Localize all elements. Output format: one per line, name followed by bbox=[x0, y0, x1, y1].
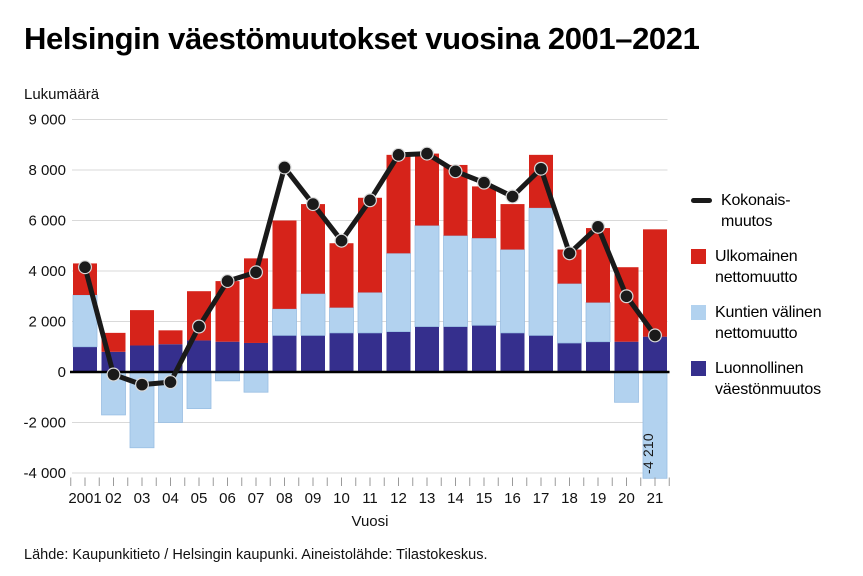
svg-text:20: 20 bbox=[618, 490, 635, 507]
svg-text:9 000: 9 000 bbox=[28, 112, 66, 129]
lightblue-square-swatch-icon bbox=[691, 305, 706, 320]
svg-text:8 000: 8 000 bbox=[28, 162, 66, 179]
svg-text:11: 11 bbox=[362, 490, 378, 507]
legend-item-kuntien-valinen-nettomuutto: Kuntien välinen nettomuutto bbox=[691, 302, 859, 344]
svg-text:17: 17 bbox=[533, 490, 550, 507]
legend-label-line1: Kokonais- bbox=[721, 192, 791, 209]
svg-text:03: 03 bbox=[134, 490, 151, 507]
legend-label-line2: nettomuutto bbox=[715, 269, 798, 286]
source-note: Lähde: Kaupunkitieto / Helsingin kaupunk… bbox=[24, 547, 488, 563]
svg-text:4 000: 4 000 bbox=[28, 263, 66, 280]
legend-item-ulkomainen-nettomuutto: Ulkomainen nettomuutto bbox=[691, 246, 859, 288]
svg-text:-4 210: -4 210 bbox=[640, 433, 656, 474]
svg-text:0: 0 bbox=[58, 364, 66, 381]
chart-legend: Kokonais- muutos Ulkomainen nettomuutto … bbox=[691, 190, 859, 414]
svg-text:04: 04 bbox=[162, 490, 179, 507]
svg-text:09: 09 bbox=[305, 490, 322, 507]
legend-label: Ulkomainen nettomuutto bbox=[715, 246, 798, 288]
svg-text:2 000: 2 000 bbox=[28, 314, 66, 331]
svg-text:05: 05 bbox=[191, 490, 208, 507]
svg-text:08: 08 bbox=[276, 490, 293, 507]
red-square-swatch-icon bbox=[691, 249, 706, 264]
svg-text:6 000: 6 000 bbox=[28, 213, 66, 230]
svg-text:-2 000: -2 000 bbox=[23, 415, 66, 432]
svg-text:2001: 2001 bbox=[68, 490, 101, 507]
x-axis-title: Vuosi bbox=[351, 513, 389, 530]
svg-text:-4 000: -4 000 bbox=[23, 465, 66, 482]
legend-item-luonnollinen-vaestonmuutos: Luonnollinen väestönmuutos bbox=[691, 358, 859, 400]
svg-text:12: 12 bbox=[390, 490, 407, 507]
legend-label: Kokonais- muutos bbox=[721, 190, 791, 232]
legend-item-kokonaismuutos: Kokonais- muutos bbox=[691, 190, 859, 232]
legend-label-line2: väestönmuutos bbox=[715, 381, 821, 398]
svg-text:13: 13 bbox=[419, 490, 436, 507]
svg-text:14: 14 bbox=[447, 490, 464, 507]
legend-label-line2: muutos bbox=[721, 213, 773, 230]
legend-label-line1: Luonnollinen bbox=[715, 360, 804, 377]
legend-label-line1: Ulkomainen bbox=[715, 248, 798, 265]
svg-text:07: 07 bbox=[248, 490, 265, 507]
svg-text:02: 02 bbox=[105, 490, 122, 507]
legend-label: Luonnollinen väestönmuutos bbox=[715, 358, 821, 400]
svg-text:18: 18 bbox=[561, 490, 578, 507]
svg-text:19: 19 bbox=[590, 490, 607, 507]
chart-title: Helsingin väestömuutokset vuosina 2001–2… bbox=[24, 21, 700, 56]
legend-label-line1: Kuntien välinen bbox=[715, 304, 822, 321]
y-axis-title: Lukumäärä bbox=[24, 86, 100, 103]
svg-text:21: 21 bbox=[647, 490, 664, 507]
legend-label-line2: nettomuutto bbox=[715, 325, 798, 342]
svg-text:15: 15 bbox=[476, 490, 493, 507]
legend-label: Kuntien välinen nettomuutto bbox=[715, 302, 822, 344]
svg-text:10: 10 bbox=[333, 490, 350, 507]
line-swatch-icon bbox=[691, 198, 712, 203]
svg-text:06: 06 bbox=[219, 490, 236, 507]
svg-text:16: 16 bbox=[504, 490, 521, 507]
darkblue-square-swatch-icon bbox=[691, 361, 706, 376]
